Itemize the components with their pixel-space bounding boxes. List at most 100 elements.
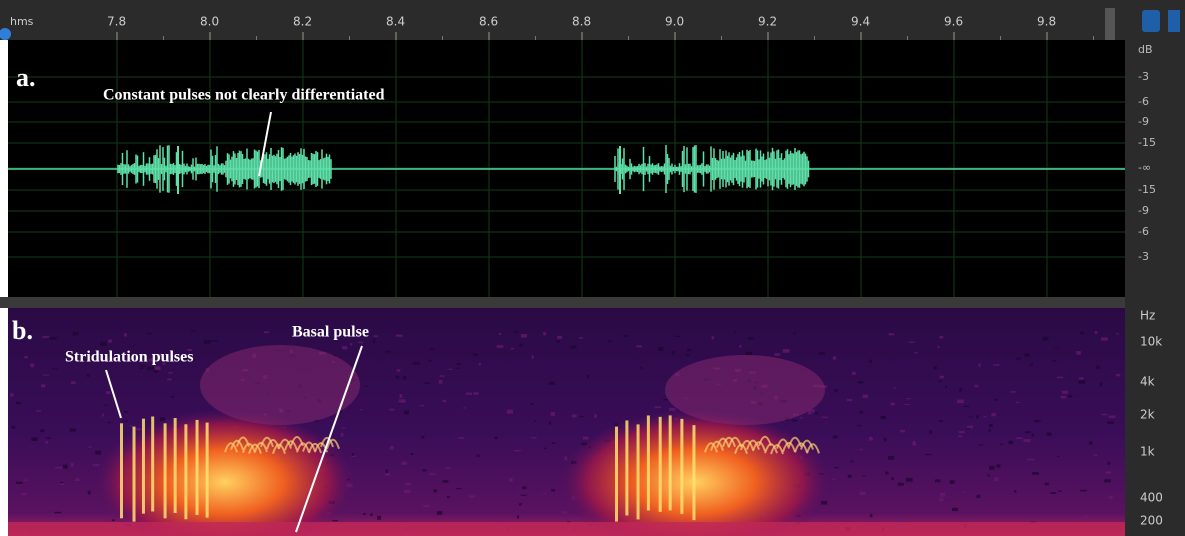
noise [748,337,754,339]
noise [403,376,406,379]
noise [1078,380,1085,384]
noise [544,448,546,449]
noise [154,370,158,373]
noise [1008,441,1013,444]
scroll-handle[interactable] [1105,8,1115,40]
noise [624,335,628,337]
pulse [164,423,167,518]
noise [377,516,381,520]
noise [437,511,442,515]
noise [519,503,522,505]
noise [950,480,955,484]
hz-label: 2k [1140,408,1155,422]
noise [31,437,37,441]
noise [167,379,172,381]
ruler-label: 8.2 [293,15,312,29]
noise [60,483,64,485]
noise [881,416,887,419]
noise [358,342,363,344]
noise [834,467,838,468]
noise [398,521,404,522]
noise [439,380,443,384]
noise [73,332,79,336]
annotation: Constant pulses not clearly differentiat… [103,87,385,104]
noise [434,489,437,493]
noise [423,505,429,508]
noise [88,446,91,447]
noise [988,474,990,476]
noise [1032,472,1039,475]
noise [420,405,425,406]
ruler-label: 9.6 [944,15,963,29]
noise [888,333,894,335]
noise [551,412,555,416]
noise [402,462,407,465]
noise [1106,471,1111,473]
noise [1016,437,1022,439]
noise [1023,439,1030,442]
noise [1025,431,1031,433]
noise [978,444,983,445]
noise [1030,364,1033,367]
noise [211,340,217,341]
noise [1047,432,1052,435]
pulse [174,418,177,513]
noise [430,348,435,350]
energy [665,355,825,425]
noise [21,493,26,495]
pin-button[interactable] [1168,10,1180,32]
pulse [625,420,628,515]
noise [852,372,856,375]
noise [905,404,909,405]
noise [993,364,999,365]
noise [11,426,15,429]
ruler-label: 8.4 [386,15,405,29]
noise [834,389,838,392]
pulse [142,419,145,514]
noise [108,340,112,343]
pulse [133,427,136,522]
hz-label: 400 [1140,491,1163,505]
noise [106,391,110,394]
db-label: -3 [1138,70,1149,83]
noise [935,479,940,482]
noise [850,461,853,463]
db-label: dB [1138,43,1153,56]
noise [940,493,945,497]
noise [636,345,642,347]
noise [906,398,911,399]
noise [1032,434,1034,437]
noise [16,402,21,404]
noise [579,337,583,339]
noise [100,342,106,346]
noise [1089,441,1092,445]
db-label: -9 [1138,115,1149,128]
noise [967,426,973,429]
noise [991,413,995,416]
ruler-label: 8.6 [479,15,498,29]
noise [989,424,992,427]
low-band [8,522,1125,536]
noise [55,467,62,469]
pulse [659,417,662,512]
noise [557,336,562,339]
noise [939,420,943,422]
noise [1016,358,1020,360]
noise [370,514,373,516]
noise [891,477,893,480]
noise [43,336,50,338]
noise [549,422,551,425]
zoom-button[interactable] [1142,10,1160,32]
noise [521,495,527,496]
noise [570,346,576,349]
noise [888,456,894,460]
noise [405,483,411,485]
noise [1080,332,1084,335]
pulse [669,415,672,510]
annotation: Basal pulse [292,324,369,341]
noise [519,344,523,347]
noise [41,384,45,387]
noise [1109,415,1116,418]
panel-divider[interactable] [0,297,1125,308]
noise [1024,353,1030,356]
